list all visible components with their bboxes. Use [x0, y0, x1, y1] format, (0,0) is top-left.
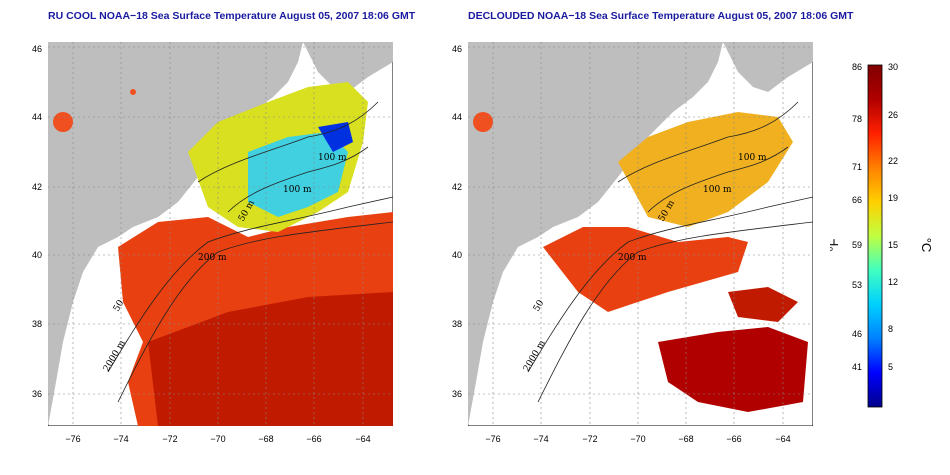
contour-label: 100 m: [738, 153, 767, 163]
celsius-tick: 12: [888, 277, 898, 287]
colorbar-gradient: [867, 64, 883, 408]
contour-label: 100 m: [703, 185, 732, 195]
right-x-axis: −76 −74 −72 −70 −68 −66 −64: [485, 434, 790, 444]
x-tick: −66: [726, 434, 741, 444]
fahrenheit-unit-label: °F: [830, 238, 841, 251]
contour-label: 200 m: [618, 253, 647, 263]
x-tick: −74: [533, 434, 548, 444]
y-tick: 38: [452, 319, 462, 329]
y-tick: 44: [452, 112, 462, 122]
fahrenheit-tick: 86: [852, 62, 862, 72]
colorbar-svg: 86 78 71 66 59 53 46 41 30 26 22 19 15 1…: [826, 62, 934, 408]
celsius-tick: 26: [888, 110, 898, 120]
sst-cold-field: [248, 132, 348, 217]
left-y-axis: 46 44 42 40 38 36: [32, 44, 42, 399]
land-mass: [468, 42, 723, 426]
y-tick: 46: [452, 44, 462, 54]
y-tick: 42: [32, 182, 42, 192]
fahrenheit-tick: 41: [852, 362, 862, 372]
land-mass: [48, 42, 303, 426]
fahrenheit-tick: 71: [852, 162, 862, 172]
y-tick: 40: [452, 250, 462, 260]
contour-label: 100 m: [283, 185, 312, 195]
left-map-title: RU COOL NOAA−18 Sea Surface Temperature …: [48, 10, 416, 22]
contour-label: 100 m: [318, 153, 347, 163]
y-tick: 38: [32, 319, 42, 329]
y-tick: 36: [32, 389, 42, 399]
right-sst-map: 100 m 100 m 50 m 200 m 50 2000 m: [468, 42, 813, 426]
y-tick: 40: [32, 250, 42, 260]
fahrenheit-tick: 59: [852, 240, 862, 250]
x-tick: −64: [355, 434, 370, 444]
fahrenheit-tick: 66: [852, 195, 862, 205]
x-tick: −68: [678, 434, 693, 444]
right-map-svg: 100 m 100 m 50 m 200 m 50 2000 m: [468, 42, 813, 426]
y-tick: 42: [452, 182, 462, 192]
celsius-tick: 22: [888, 156, 898, 166]
celsius-unit-label: °C: [919, 238, 934, 253]
x-tick: −68: [258, 434, 273, 444]
x-tick: −70: [210, 434, 225, 444]
temperature-colorbar: 86 78 71 66 59 53 46 41 30 26 22 19 15 1…: [826, 60, 940, 410]
fahrenheit-tick: 53: [852, 280, 862, 290]
land-nova-scotia: [723, 42, 813, 92]
y-tick: 46: [32, 44, 42, 54]
sst-coldest-field: [318, 122, 353, 152]
x-tick: −70: [630, 434, 645, 444]
fahrenheit-tick: 46: [852, 329, 862, 339]
celsius-tick: 5: [888, 362, 893, 372]
right-map-title: DECLOUDED NOAA−18 Sea Surface Temperatur…: [468, 10, 854, 22]
sst-cool-field: [618, 112, 793, 227]
x-tick: −74: [113, 434, 128, 444]
y-tick: 44: [32, 112, 42, 122]
x-tick: −72: [162, 434, 177, 444]
x-tick: −76: [65, 434, 80, 444]
contour-label: 200 m: [198, 253, 227, 263]
right-y-axis: 46 44 42 40 38 36: [452, 44, 462, 399]
x-tick: −66: [306, 434, 321, 444]
celsius-tick: 19: [888, 193, 898, 203]
celsius-tick: 30: [888, 62, 898, 72]
left-sst-map: 100 m 100 m 50 m 200 m 50 2000 m: [48, 42, 393, 426]
sst-warm-field: [543, 227, 748, 312]
sst-hot-patch: [728, 287, 798, 322]
left-x-axis: −76 −74 −72 −70 −68 −66 −64: [65, 434, 370, 444]
x-tick: −64: [775, 434, 790, 444]
fahrenheit-tick: 78: [852, 114, 862, 124]
celsius-tick: 15: [888, 240, 898, 250]
x-tick: −76: [485, 434, 500, 444]
land-nova-scotia: [303, 42, 393, 92]
celsius-tick: 8: [888, 324, 893, 334]
x-tick: −72: [582, 434, 597, 444]
sst-hot-field: [148, 292, 393, 426]
sst-hot-patch: [658, 327, 808, 412]
left-map-svg: 100 m 100 m 50 m 200 m 50 2000 m: [48, 42, 393, 426]
y-tick: 36: [452, 389, 462, 399]
